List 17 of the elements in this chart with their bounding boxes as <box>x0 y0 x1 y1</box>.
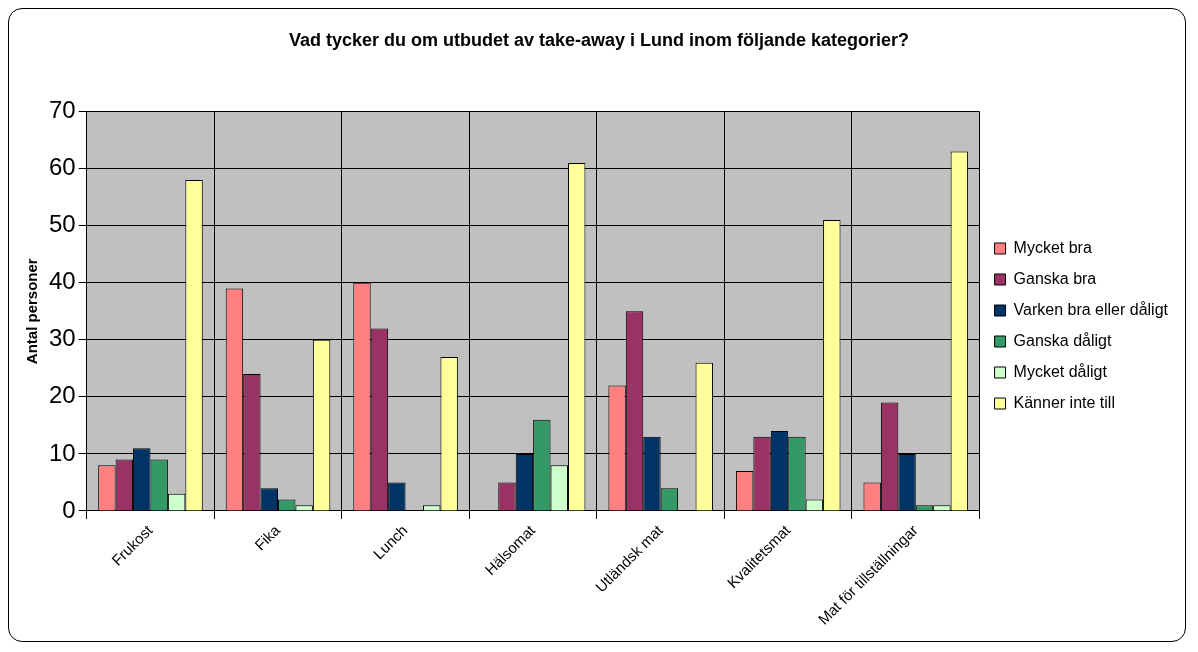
legend-label: Känner inte till <box>1013 393 1115 411</box>
y-tick-label: 40 <box>48 267 76 295</box>
x-tick-label: Fika <box>251 520 284 554</box>
legend-label: Ganska bra <box>1013 269 1097 287</box>
y-tick-label: 10 <box>48 438 76 466</box>
y-tick-label: 50 <box>48 210 76 238</box>
chart-title: Vad tycker du om utbudet av take-away i Lund inom följande kategorier? <box>288 29 910 50</box>
y-axis-title: Antal personer <box>23 258 41 365</box>
legend-label: Mycket dåligt <box>1013 362 1108 380</box>
legend-label: Varken bra eller dåligt <box>1013 300 1169 318</box>
y-tick-label: 30 <box>48 324 76 352</box>
y-tick-label: 70 <box>48 96 76 124</box>
legend-label: Mycket bra <box>1013 238 1092 256</box>
y-tick-label: 20 <box>48 381 76 409</box>
y-tick-label: 60 <box>48 153 76 181</box>
legend-label: Ganska dåligt <box>1013 331 1112 349</box>
y-tick-label: 0 <box>62 495 76 523</box>
